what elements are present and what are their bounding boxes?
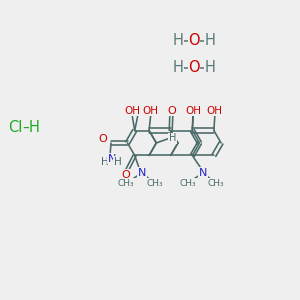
Text: Cl: Cl: [8, 120, 22, 135]
Text: H: H: [114, 157, 122, 166]
Text: OH: OH: [142, 106, 159, 116]
Text: –: –: [22, 120, 29, 135]
Text: OH: OH: [185, 106, 201, 116]
Text: OH: OH: [185, 106, 201, 116]
Text: H: H: [173, 60, 184, 75]
Text: CH₃: CH₃: [146, 178, 163, 188]
Text: CH₃: CH₃: [179, 178, 196, 188]
Text: O: O: [188, 60, 200, 75]
Text: CH₃: CH₃: [207, 178, 224, 188]
Text: O: O: [121, 170, 130, 180]
Text: N: N: [138, 168, 146, 178]
Text: H: H: [101, 157, 109, 166]
Text: OH: OH: [124, 106, 140, 116]
Text: H: H: [204, 60, 215, 75]
Text: O: O: [98, 134, 107, 144]
Text: O: O: [167, 106, 176, 116]
Text: H: H: [204, 33, 215, 48]
Text: H: H: [29, 120, 40, 135]
Text: O: O: [188, 33, 200, 48]
Text: H: H: [169, 134, 176, 143]
Text: N: N: [199, 168, 207, 178]
Text: OH: OH: [207, 106, 223, 116]
Text: H: H: [173, 33, 184, 48]
Text: CH₃: CH₃: [118, 178, 135, 188]
Text: N: N: [107, 154, 116, 164]
